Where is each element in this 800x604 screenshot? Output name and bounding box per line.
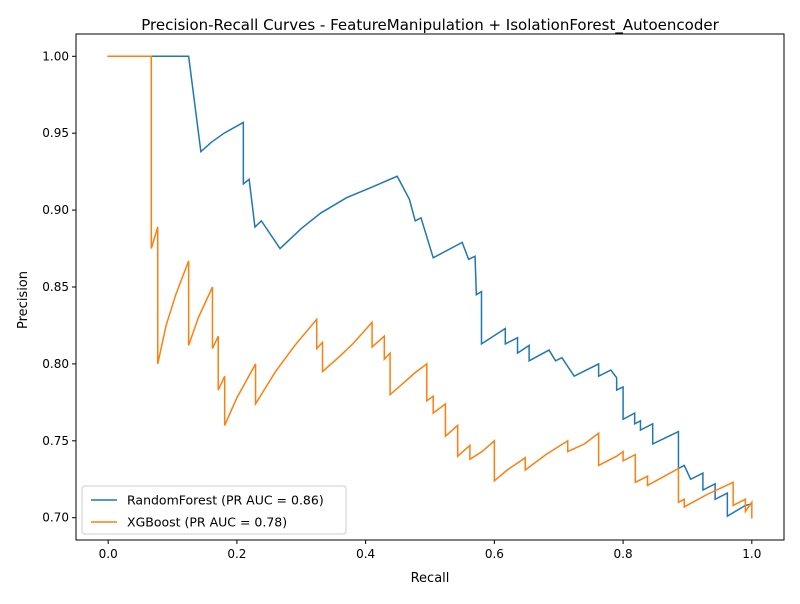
y-tick-label: 0.80 (42, 357, 69, 371)
legend-label-1: XGBoost (PR AUC = 0.78) (127, 515, 287, 530)
x-axis-ticks: 0.0 0.2 0.4 0.6 0.8 1.0 (99, 540, 761, 561)
y-tick-label: 0.90 (42, 203, 69, 217)
chart-title: Precision-Recall Curves - FeatureManipul… (141, 16, 719, 35)
x-tick-label: 0.4 (356, 547, 375, 561)
plot-series (107, 55, 753, 519)
plot-frame (75, 33, 785, 541)
series-line-1 (107, 55, 753, 519)
x-tick-label: 0.6 (485, 547, 504, 561)
legend-box (81, 485, 347, 535)
y-tick-label: 1.00 (42, 49, 69, 63)
y-axis-label: Precision (16, 271, 31, 329)
y-tick-label: 0.75 (42, 434, 69, 448)
x-tick-label: 0.8 (614, 547, 633, 561)
legend: RandomForest (PR AUC = 0.86) XGBoost (PR … (81, 485, 347, 535)
x-axis-label: Recall (411, 571, 450, 586)
y-tick-label: 0.95 (42, 126, 69, 140)
y-axis-ticks: 0.70 0.75 0.80 0.85 0.90 0.95 1.00 (42, 49, 76, 525)
x-tick-label: 0.0 (99, 547, 118, 561)
x-tick-label: 1.0 (742, 547, 761, 561)
legend-label-0: RandomForest (PR AUC = 0.86) (127, 493, 324, 508)
x-tick-label: 0.2 (227, 547, 246, 561)
y-tick-label: 0.70 (42, 511, 69, 525)
y-tick-label: 0.85 (42, 280, 69, 294)
